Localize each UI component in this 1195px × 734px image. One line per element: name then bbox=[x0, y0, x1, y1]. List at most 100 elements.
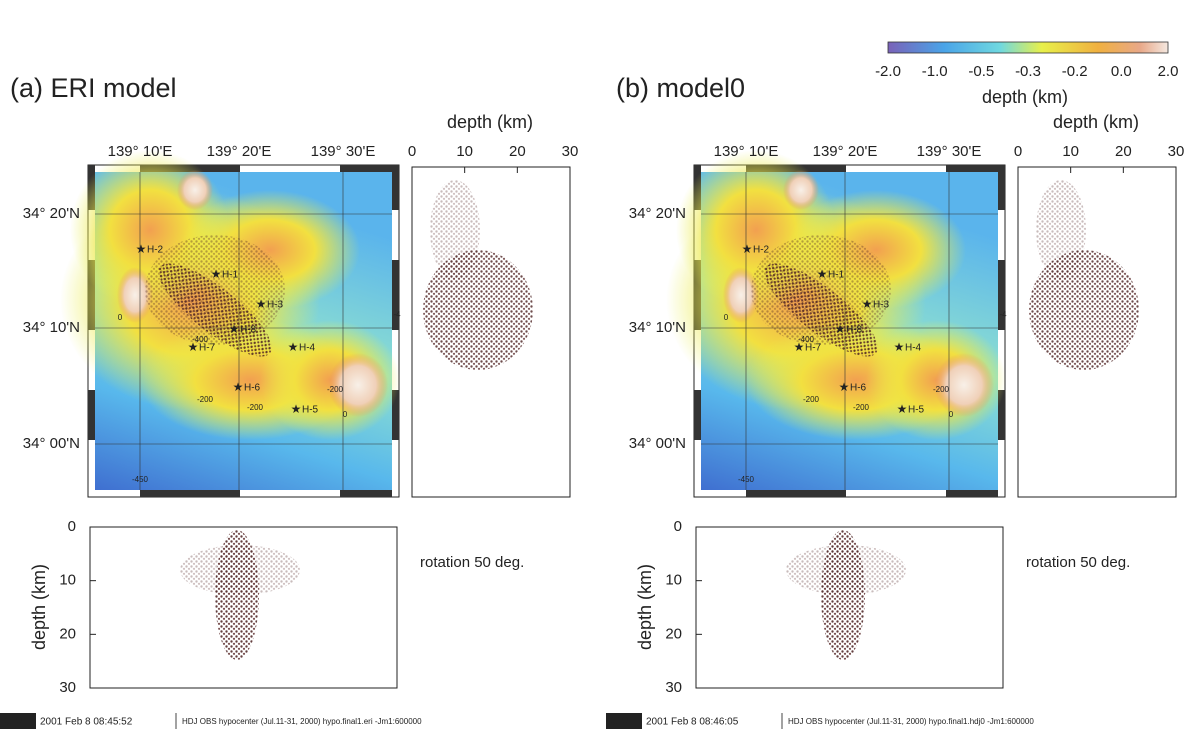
map-border-segment bbox=[998, 260, 1005, 330]
contour-label: -400 bbox=[192, 335, 209, 344]
island bbox=[177, 170, 213, 210]
station-label: H-8 bbox=[846, 325, 863, 336]
station-marker: ★ bbox=[742, 242, 753, 256]
x-tick-label: 20 bbox=[509, 143, 526, 160]
footer-date: 2001 Feb 8 08:45:52 bbox=[40, 717, 133, 728]
map-border-segment bbox=[998, 165, 1005, 210]
station-marker: ★ bbox=[894, 340, 905, 354]
map-border-segment bbox=[392, 165, 399, 210]
station-label: H-4 bbox=[299, 343, 316, 354]
map-border-segment bbox=[746, 490, 846, 497]
contour-label: 0 bbox=[343, 410, 348, 419]
map-border-segment bbox=[946, 490, 998, 497]
panel-title: (a) ERI model bbox=[10, 73, 177, 103]
contour-label: -450 bbox=[132, 475, 149, 484]
hypocenter-cloud bbox=[751, 235, 891, 345]
map-border-segment bbox=[88, 390, 95, 440]
contour-label: -200 bbox=[803, 395, 820, 404]
x-tick-label: 10 bbox=[1062, 143, 1079, 160]
colorbar-tick-label: 0.0 bbox=[1111, 63, 1132, 80]
station-label: H-7 bbox=[199, 343, 216, 354]
map-border-segment bbox=[946, 165, 998, 172]
station-label: H-6 bbox=[850, 383, 867, 394]
gmt-logo: GMT bbox=[611, 714, 638, 728]
station-label: H-1 bbox=[828, 270, 845, 281]
contour-label: 0 bbox=[949, 410, 954, 419]
contour-label: -200 bbox=[853, 403, 870, 412]
station-label: H-7 bbox=[805, 343, 822, 354]
contour-label: -4 bbox=[393, 310, 401, 319]
axis-label: depth (km) bbox=[1053, 112, 1139, 132]
hypocenter-cloud bbox=[145, 235, 285, 345]
station-label: H-2 bbox=[147, 245, 164, 256]
map-border-segment bbox=[140, 490, 240, 497]
latitude-label: 34° 10'N bbox=[629, 319, 686, 336]
station-label: H-4 bbox=[905, 343, 922, 354]
station-marker: ★ bbox=[839, 380, 850, 394]
map-border-segment bbox=[392, 260, 399, 330]
x-tick-label: 30 bbox=[562, 143, 579, 160]
contour-label: -200 bbox=[247, 403, 264, 412]
colorbar-label: depth (km) bbox=[982, 87, 1068, 107]
x-tick-label: 30 bbox=[1168, 143, 1185, 160]
contour-label: -200 bbox=[327, 385, 344, 394]
longitude-label: 139° 30'E bbox=[311, 143, 376, 160]
station-marker: ★ bbox=[817, 267, 828, 281]
station-label: H-2 bbox=[753, 245, 770, 256]
map-border-segment bbox=[340, 165, 392, 172]
contour-label: -450 bbox=[738, 475, 755, 484]
y-tick-label: 20 bbox=[59, 625, 76, 642]
station-marker: ★ bbox=[211, 267, 222, 281]
station-label: H-8 bbox=[240, 325, 257, 336]
contour-label: -4 bbox=[999, 310, 1007, 319]
station-marker: ★ bbox=[291, 402, 302, 416]
station-marker: ★ bbox=[835, 322, 846, 336]
hypocenter-cloud bbox=[1036, 180, 1086, 280]
station-marker: ★ bbox=[136, 242, 147, 256]
latitude-label: 34° 10'N bbox=[23, 319, 80, 336]
colorbar-tick-label: -0.3 bbox=[1015, 63, 1041, 80]
station-label: H-6 bbox=[244, 383, 261, 394]
axis-label: depth (km) bbox=[29, 564, 49, 650]
map-border-segment bbox=[340, 490, 392, 497]
station-marker: ★ bbox=[897, 402, 908, 416]
footer-caption: HDJ OBS hypocenter (Jul.11-31, 2000) hyp… bbox=[788, 717, 1034, 726]
longitude-label: 139° 10'E bbox=[714, 143, 779, 160]
station-label: H-3 bbox=[267, 300, 284, 311]
y-tick-label: 30 bbox=[59, 679, 76, 696]
colorbar bbox=[888, 42, 1168, 53]
y-tick-label: 30 bbox=[665, 679, 682, 696]
y-tick-label: 0 bbox=[674, 518, 682, 535]
station-marker: ★ bbox=[233, 380, 244, 394]
longitude-label: 139° 10'E bbox=[108, 143, 173, 160]
x-tick-label: 0 bbox=[408, 143, 416, 160]
footer-date: 2001 Feb 8 08:46:05 bbox=[646, 717, 739, 728]
x-tick-label: 20 bbox=[1115, 143, 1132, 160]
contour-label: 0 bbox=[118, 313, 123, 322]
y-tick-label: 10 bbox=[665, 572, 682, 589]
figure: -2.0-1.0-0.5-0.3-0.20.02.0depth (km)(a) … bbox=[0, 0, 1195, 734]
latitude-label: 34° 20'N bbox=[629, 205, 686, 222]
station-label: H-5 bbox=[908, 405, 925, 416]
longitude-label: 139° 20'E bbox=[207, 143, 272, 160]
hypocenter-cloud bbox=[430, 180, 480, 280]
latitude-label: 34° 00'N bbox=[629, 435, 686, 452]
y-tick-label: 20 bbox=[665, 625, 682, 642]
contour-label: -200 bbox=[197, 395, 214, 404]
hypocenter-cloud bbox=[786, 545, 906, 595]
longitude-label: 139° 30'E bbox=[917, 143, 982, 160]
station-marker: ★ bbox=[862, 297, 873, 311]
longitude-label: 139° 20'E bbox=[813, 143, 878, 160]
axis-label: depth (km) bbox=[635, 564, 655, 650]
axis-label: depth (km) bbox=[447, 112, 533, 132]
colorbar-tick-label: -1.0 bbox=[922, 63, 948, 80]
rotation-note: rotation 50 deg. bbox=[1026, 554, 1130, 571]
station-marker: ★ bbox=[229, 322, 240, 336]
colorbar-tick-label: -0.5 bbox=[968, 63, 994, 80]
rotation-note: rotation 50 deg. bbox=[420, 554, 524, 571]
station-marker: ★ bbox=[288, 340, 299, 354]
y-tick-label: 10 bbox=[59, 572, 76, 589]
contour-label: -200 bbox=[933, 385, 950, 394]
x-tick-label: 0 bbox=[1014, 143, 1022, 160]
station-marker: ★ bbox=[256, 297, 267, 311]
